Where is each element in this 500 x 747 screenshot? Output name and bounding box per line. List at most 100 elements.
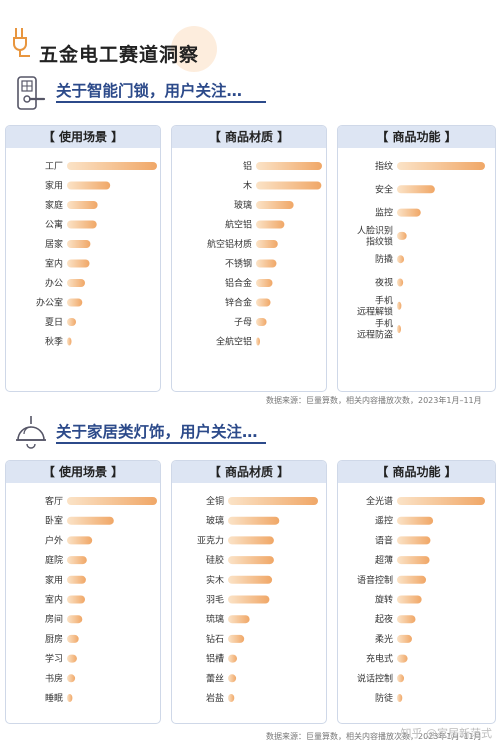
bar [67, 615, 83, 624]
bar-label: 监控 [375, 207, 393, 219]
bar [256, 318, 267, 326]
bar [67, 497, 157, 505]
bar [256, 240, 278, 248]
bar-label: 夜视 [375, 277, 393, 289]
bar-label: 夏日 [45, 317, 63, 328]
panel-light-material: 【 商品材质 】 全铜 玻璃 亚克力 硅胶 实木 羽毛 琉璃 钻石 铝槽 蕾丝 岩盐 [171, 460, 327, 724]
bar [228, 497, 318, 505]
bar-label: 语音 [375, 534, 393, 546]
bar-label: 室内 [45, 594, 63, 606]
bar [397, 694, 403, 702]
bar-label: 公寓 [45, 219, 63, 231]
bar [397, 516, 434, 525]
bar-label: 柔光 [375, 633, 393, 645]
bar [397, 185, 435, 194]
bar-label: 遥控 [375, 515, 393, 527]
bar [67, 201, 98, 209]
bar [228, 634, 245, 643]
bar [397, 497, 485, 505]
bar-label: 航空铝 [225, 219, 252, 231]
bar-label: 子母 [234, 317, 252, 328]
section-lighting-head: 关于家居类灯饰，用户关注… [14, 416, 494, 456]
bar [397, 536, 431, 545]
bar [228, 575, 273, 584]
bar-label: 羽毛 [206, 594, 224, 606]
bar-label: 玻璃 [206, 515, 224, 527]
page-title: 五金电工赛道洞察 [39, 44, 200, 66]
panel-lock-material: 【 商品材质 】 铝木玻璃 航空铝 航空铝材质 不锈钢 铝合金 锌合金 子母 全航空铝 [171, 125, 327, 392]
plug-icon [13, 28, 30, 57]
bar-label: 防撬 [375, 253, 393, 265]
bar-label: 实木 [206, 574, 224, 586]
watermark: 知乎 @家居新范式 [400, 727, 493, 740]
bar-label: 家庭 [45, 199, 63, 211]
bar-label: 办公 [45, 277, 63, 289]
bar [228, 516, 280, 525]
bar-label: 说话控制 [357, 672, 393, 684]
bar-label: 安全 [375, 183, 393, 195]
bar-label: 学习 [45, 653, 63, 665]
source-note: 数据来源：巨量算数，相关内容播放次数，2023年1月–11月 [266, 732, 482, 741]
bar [67, 240, 91, 248]
bar-label: 木 [243, 180, 252, 192]
bar-label: 钻石 [206, 633, 224, 645]
bar [228, 674, 237, 683]
bar-label: 亚克力 [197, 534, 224, 546]
bar-label: 厨房 [45, 633, 63, 645]
bar [67, 516, 114, 525]
bar [67, 162, 157, 170]
bar-label: 玻璃 [234, 199, 252, 211]
bar [67, 674, 76, 683]
bar-label: 室内 [45, 258, 63, 270]
bar [397, 634, 412, 643]
panel-title: 【 商品材质 】 [172, 461, 326, 483]
bar-label: 人脸识别指纹锁 [357, 224, 393, 247]
bar-label: 超薄 [375, 554, 393, 566]
bar [67, 318, 76, 326]
panel-title: 【 商品功能 】 [338, 126, 495, 148]
bar-label: 办公室 [36, 297, 63, 309]
bar [397, 556, 430, 565]
bar-label: 卧室 [45, 515, 63, 527]
section-underline [56, 442, 266, 444]
bar [67, 181, 111, 190]
bar-label: 起夜 [375, 613, 393, 625]
bar-label: 防徒 [375, 692, 393, 704]
pendant-lamp-icon [16, 416, 46, 449]
smart-lock-icon [17, 76, 46, 110]
bar-label: 岩盐 [206, 692, 224, 704]
bar [67, 337, 72, 346]
bar-label: 庭院 [45, 554, 63, 566]
bar-label: 全航空铝 [216, 336, 252, 348]
bar-label: 航空铝材质 [207, 238, 252, 250]
panel-light-scene: 【 使用场景 】 客厅 卧室 户外 庭院 家用 室内 房间 厨房 学习 书房 睡眠 [5, 460, 161, 724]
bar [228, 615, 250, 624]
bar-label: 锌合金 [225, 297, 252, 309]
bar-label: 手机远程防盗 [357, 318, 393, 341]
bar-label: 琉璃 [206, 613, 224, 625]
bar [256, 337, 260, 346]
bar [256, 259, 277, 268]
bar-label: 指纹 [375, 160, 393, 172]
bar [67, 556, 87, 565]
bar-label: 手机远程解锁 [357, 294, 393, 317]
bar-label: 铝槽 [206, 653, 224, 665]
bar [256, 181, 322, 190]
bar [228, 556, 274, 565]
bar-label: 铝 [243, 160, 252, 172]
bar-label: 客厅 [45, 495, 63, 507]
bar [256, 220, 285, 229]
bar [397, 231, 407, 240]
bar-label: 语音控制 [357, 574, 393, 586]
bar-label: 充电式 [366, 653, 393, 665]
bar [397, 595, 422, 604]
bar [397, 255, 405, 264]
bar [228, 536, 274, 545]
title-decoration [171, 26, 217, 72]
panel-title: 【 使用场景 】 [6, 461, 160, 483]
bar [397, 278, 404, 287]
bar-label: 不锈钢 [225, 258, 252, 270]
